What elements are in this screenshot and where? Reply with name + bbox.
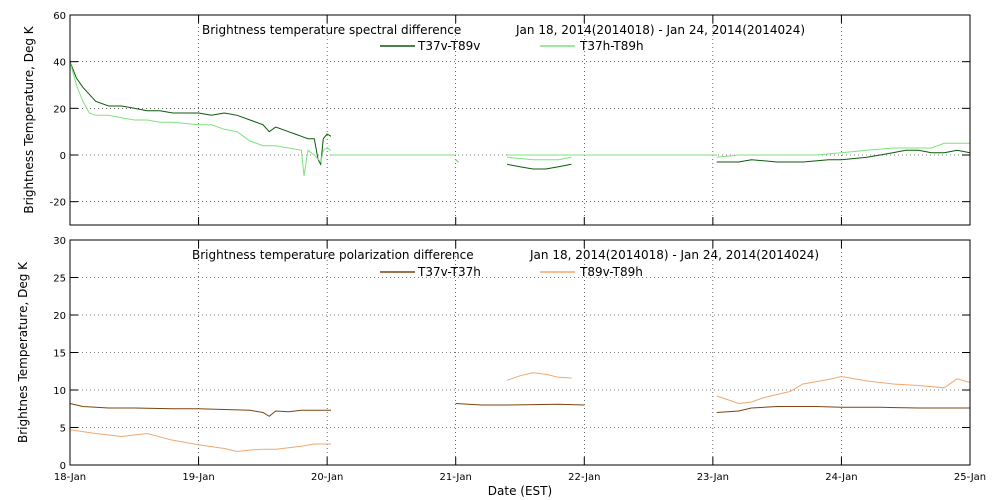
y-tick-label: 0: [60, 151, 66, 162]
y-axis-label: Brightnes Temperature, Deg K: [16, 261, 30, 443]
polarization-difference-panel: 0 5 10 15 20 25 30 18-Jan 19-Jan 20-Jan 21-Jan 22-J…: [16, 236, 986, 498]
plot-frame: [69, 14, 971, 226]
y-tick-label: 0: [60, 461, 66, 472]
series-line-t37v-t89v: [507, 163, 572, 170]
series-line-t37h-t89h: [69, 61, 332, 177]
x-tick-label: 21-Jan: [440, 472, 472, 483]
x-axis-label: Date (EST): [488, 484, 552, 498]
series-line-t37h-t89h: [716, 142, 970, 158]
x-tick-label: 23-Jan: [697, 472, 729, 483]
y-tick-label: 30: [53, 236, 66, 247]
series-line-t37v-t37h: [69, 403, 331, 417]
y-axis-label: Brightness Temperature, Deg K: [22, 25, 36, 213]
y-tick-label: 60: [53, 11, 66, 22]
y-tick-label: 5: [60, 424, 66, 435]
x-tick-label: 20-Jan: [311, 472, 343, 483]
legend-label: T37v-T89v: [417, 39, 480, 53]
x-tick-label: 22-Jan: [568, 472, 600, 483]
series-line-t37h-t89h: [455, 159, 459, 163]
series-line-t89v-t89h: [506, 372, 572, 381]
y-tick-label: -20: [50, 198, 66, 209]
series-line-t37v-t89v: [69, 61, 332, 166]
series-line-t37v-t89v: [716, 149, 971, 163]
series-line-t37h-t89h: [507, 156, 572, 161]
y-tick-label: 15: [53, 349, 66, 360]
series-line-t37v-t37h: [455, 403, 585, 406]
chart-subtitle: Jan 18, 2014(2014018) - Jan 24, 2014(201…: [529, 248, 819, 262]
chart-title: Brightness temperature polarization diff…: [192, 248, 474, 262]
y-tick-label: 20: [53, 311, 66, 322]
y-tick-label: 20: [53, 104, 66, 115]
series-line-t89v-t89h: [716, 375, 971, 405]
x-tick-label: 24-Jan: [825, 472, 857, 483]
y-tick-label: 25: [53, 274, 66, 285]
chart-title: Brightness temperature spectral differen…: [202, 23, 461, 37]
legend-label: T37h-T89h: [579, 39, 644, 53]
series-line-t89v-t89h: [69, 429, 331, 453]
legend-label: T89v-T89h: [579, 265, 643, 279]
y-tick-label: 10: [53, 386, 66, 397]
spectral-difference-panel: -20 0 20 40 60 Brightness temperature spectra…: [22, 11, 971, 226]
x-tick-label: 19-Jan: [182, 472, 214, 483]
series-line-t37v-t37h: [716, 406, 970, 413]
chart-subtitle: Jan 18, 2014(2014018) - Jan 24, 2014(201…: [515, 23, 805, 37]
x-tick-label: 25-Jan: [954, 472, 986, 483]
legend-label: T37v-T37h: [417, 265, 481, 279]
x-tick-label: 18-Jan: [54, 472, 86, 483]
y-tick-label: 40: [53, 58, 66, 69]
